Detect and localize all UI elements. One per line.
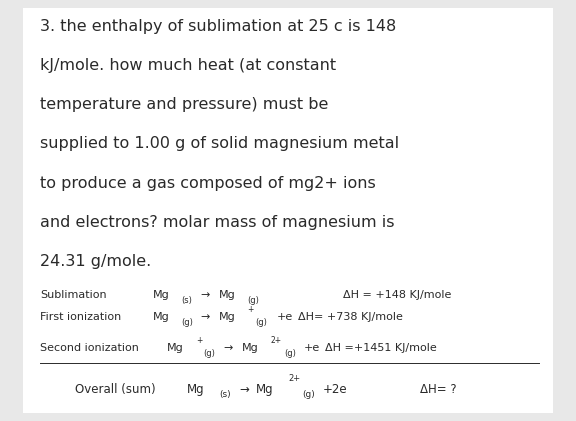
Text: 2+: 2+ — [288, 374, 300, 383]
Text: +: + — [196, 336, 202, 344]
Text: +2e: +2e — [323, 383, 347, 396]
Text: (g): (g) — [302, 390, 315, 399]
Text: Mg: Mg — [219, 290, 236, 301]
Text: →: → — [200, 290, 210, 301]
Text: Mg: Mg — [153, 290, 169, 301]
Text: →: → — [223, 343, 233, 353]
Text: (g): (g) — [203, 349, 215, 357]
Text: temperature and pressure) must be: temperature and pressure) must be — [40, 97, 329, 112]
Text: First ionization: First ionization — [40, 312, 122, 322]
Text: (s): (s) — [219, 390, 230, 399]
Text: supplied to 1.00 g of solid magnesium metal: supplied to 1.00 g of solid magnesium me… — [40, 136, 399, 152]
Text: 3. the enthalpy of sublimation at 25 c is 148: 3. the enthalpy of sublimation at 25 c i… — [40, 19, 396, 34]
Text: Mg: Mg — [153, 312, 169, 322]
Text: Mg: Mg — [219, 312, 236, 322]
Text: (s): (s) — [181, 296, 192, 305]
Text: →: → — [239, 383, 249, 396]
Text: Mg: Mg — [167, 343, 184, 353]
Text: →: → — [200, 312, 210, 322]
Text: kJ/mole. how much heat (at constant: kJ/mole. how much heat (at constant — [40, 58, 336, 73]
Text: (g): (g) — [248, 296, 260, 305]
Text: Second ionization: Second ionization — [40, 343, 139, 353]
Text: +e: +e — [304, 343, 320, 353]
Text: +e: +e — [276, 312, 293, 322]
Text: 24.31 g/mole.: 24.31 g/mole. — [40, 254, 151, 269]
Text: +: + — [248, 305, 254, 314]
Text: ΔH =+1451 KJ/mole: ΔH =+1451 KJ/mole — [325, 343, 437, 353]
Text: and electrons? molar mass of magnesium is: and electrons? molar mass of magnesium i… — [40, 215, 395, 230]
Text: Sublimation: Sublimation — [40, 290, 107, 301]
Text: Mg: Mg — [242, 343, 259, 353]
Text: (g): (g) — [255, 318, 267, 327]
Text: ΔH= ?: ΔH= ? — [420, 383, 457, 396]
Text: (g): (g) — [284, 349, 296, 357]
Text: Overall (sum): Overall (sum) — [75, 383, 156, 396]
Text: ΔH = +148 KJ/mole: ΔH = +148 KJ/mole — [343, 290, 451, 301]
Text: to produce a gas composed of mg2+ ions: to produce a gas composed of mg2+ ions — [40, 176, 376, 191]
Text: (g): (g) — [181, 318, 194, 327]
Text: Mg: Mg — [187, 383, 205, 396]
FancyBboxPatch shape — [23, 8, 553, 413]
Text: ΔH= +738 KJ/mole: ΔH= +738 KJ/mole — [298, 312, 403, 322]
Text: 2+: 2+ — [271, 336, 282, 344]
Text: Mg: Mg — [256, 383, 274, 396]
